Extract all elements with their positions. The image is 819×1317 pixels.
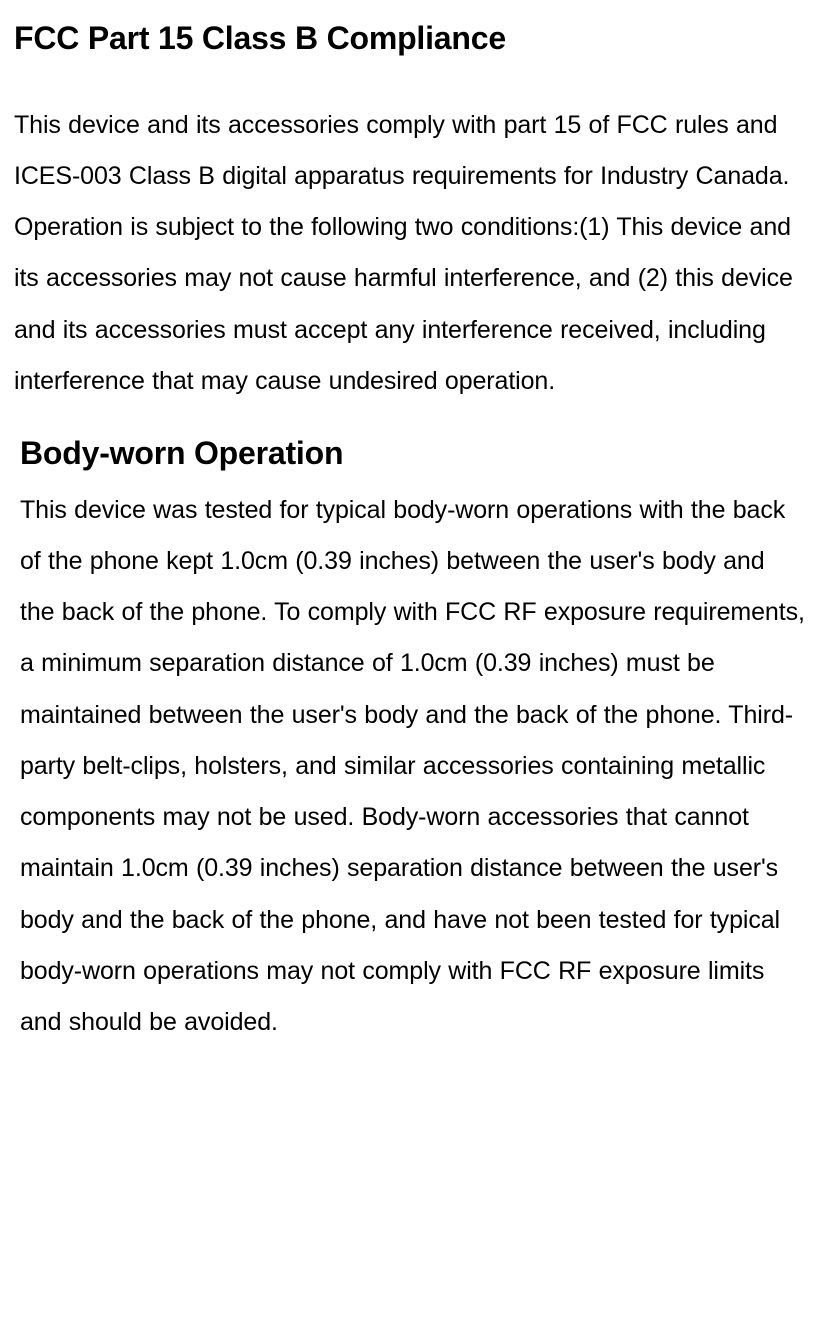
section-paragraph-bodyworn: This device was tested for typical body-…: [14, 485, 805, 1049]
section-heading-bodyworn: Body-worn Operation: [14, 433, 805, 475]
section-heading-fcc: FCC Part 15 Class B Compliance: [14, 18, 805, 60]
section-paragraph-fcc: This device and its accessories comply w…: [14, 100, 805, 408]
